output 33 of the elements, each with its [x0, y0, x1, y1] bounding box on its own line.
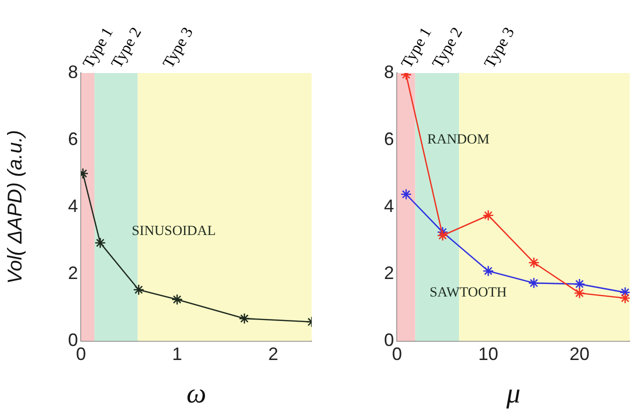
point [574, 278, 586, 290]
point [400, 188, 412, 200]
point [436, 226, 448, 238]
point [482, 265, 494, 277]
series-label: SINUSOIDAL [132, 224, 216, 239]
series-label: SAWTOOTH [430, 285, 507, 300]
point [619, 292, 630, 304]
y-tick-label: 4 [384, 196, 394, 216]
x-tick-label: 10 [478, 344, 498, 364]
point [482, 210, 494, 222]
y-tick-label: 0 [384, 330, 394, 350]
y-tick-label: 2 [384, 262, 394, 283]
point [574, 287, 586, 299]
point [528, 256, 540, 268]
y-tick-label: 8 [68, 62, 78, 82]
x-tick-label: 1 [172, 344, 182, 364]
y-tick-label: 6 [384, 128, 394, 149]
point [133, 284, 144, 296]
y-tick-label: 4 [68, 196, 78, 216]
x-tick-label: 2 [268, 344, 278, 364]
point [94, 237, 106, 248]
y-tick-label: 6 [68, 128, 78, 149]
y-tick-label: 2 [68, 262, 78, 283]
y-tick-label: 0 [68, 330, 78, 350]
y-tick-label: 8 [384, 62, 394, 82]
x-axis-title: ω [186, 378, 206, 410]
point [436, 230, 448, 242]
y-axis-title: Vol( ΔAPD) (a.u.) [4, 130, 27, 284]
point [528, 277, 540, 289]
series-label: RANDOM [427, 132, 490, 148]
x-tick-label: 20 [569, 344, 590, 364]
point [171, 294, 183, 306]
x-axis-title: μ [505, 378, 520, 410]
